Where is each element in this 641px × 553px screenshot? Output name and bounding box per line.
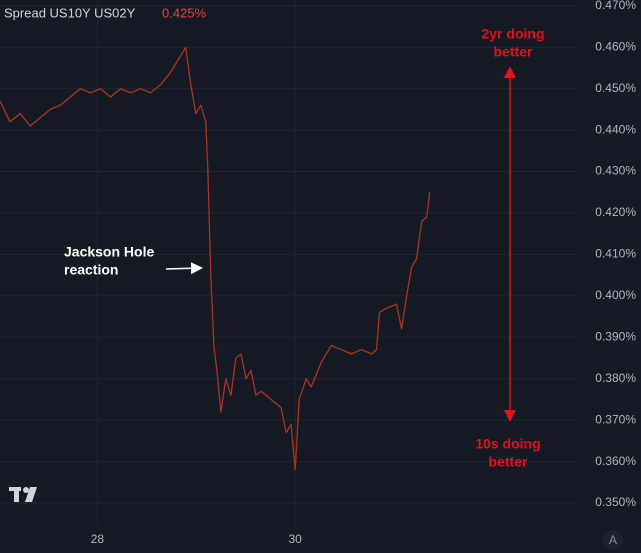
x-tick-label: 28 — [91, 532, 105, 546]
annotation-arrow — [165, 262, 203, 275]
y-tick-label: 0.400% — [595, 288, 636, 302]
x-tick-label: 30 — [288, 532, 302, 546]
y-tick-label: 0.370% — [595, 412, 636, 426]
annotation-line: 2yr doing — [481, 26, 544, 42]
y-tick-label: 0.460% — [595, 39, 636, 53]
y-tick-label: 0.420% — [595, 205, 636, 219]
series-line — [0, 46, 431, 471]
y-tick-label: 0.470% — [595, 0, 636, 12]
plot — [0, 46, 431, 471]
grid — [0, 0, 577, 525]
annotation-line: better — [494, 44, 533, 60]
y-tick-label: 0.350% — [595, 495, 636, 509]
logo — [9, 487, 37, 502]
annotation-line: 10s doing — [475, 436, 540, 452]
autoscale-button[interactable] — [603, 530, 623, 550]
y-tick-label: 0.440% — [595, 122, 636, 136]
annotation-line: better — [489, 454, 528, 470]
last-value: 0.425% — [162, 5, 207, 20]
annotation-line: reaction — [64, 262, 118, 278]
y-tick-label: 0.360% — [595, 454, 636, 468]
series-name: Spread US10Y US02Y — [4, 5, 136, 20]
y-tick-label: 0.450% — [595, 81, 636, 95]
autoscale-label: A — [609, 533, 617, 547]
y-tick-label: 0.380% — [595, 371, 636, 385]
annotation-line: Jackson Hole — [64, 244, 154, 260]
y-tick-label: 0.390% — [595, 329, 636, 343]
y-tick-label: 0.430% — [595, 164, 636, 178]
y-tick-label: 0.410% — [595, 247, 636, 261]
